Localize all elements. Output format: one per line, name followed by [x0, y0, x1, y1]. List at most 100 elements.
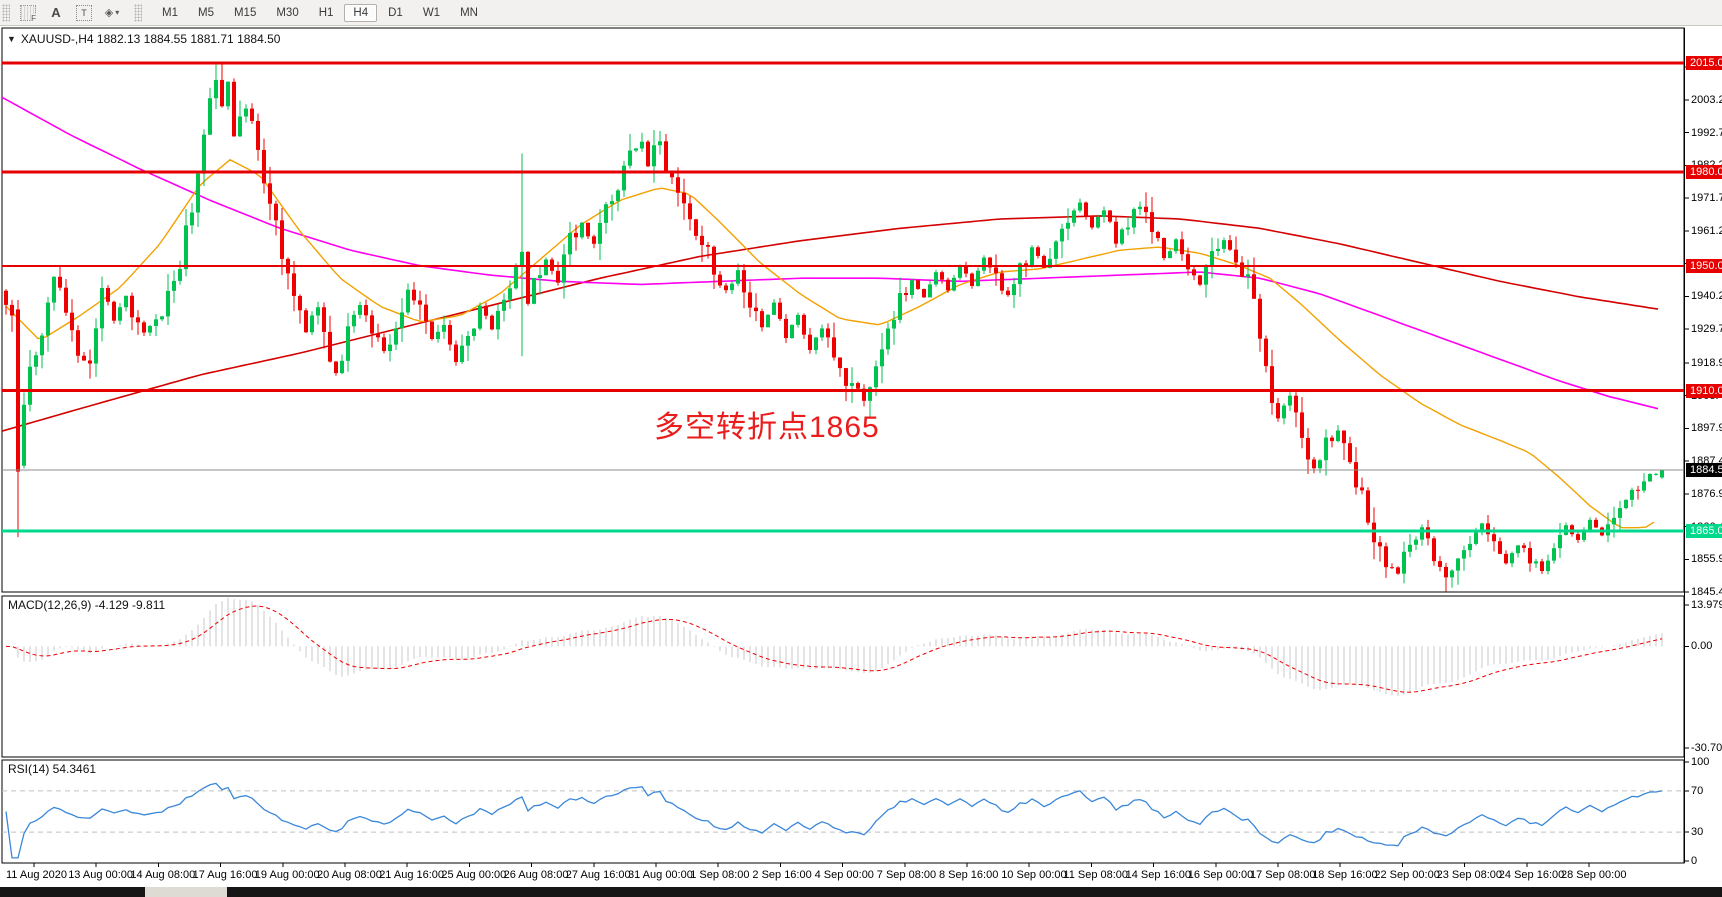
timeframe-button-h4[interactable]: H4 [344, 3, 378, 22]
candle-down [1108, 210, 1112, 222]
price-axis-tick: 1929.70 [1691, 323, 1722, 336]
candle-up [400, 312, 404, 329]
candle-down [112, 301, 116, 321]
candle-down [862, 388, 866, 401]
candle-up [766, 314, 770, 328]
time-axis-label: 18 Sep 16:00 [1312, 869, 1378, 881]
candle-up [736, 270, 740, 284]
bottom-scrollbar-track[interactable] [0, 887, 1722, 897]
candle-up [910, 280, 914, 296]
price-axis-tick: 1971.70 [1691, 192, 1722, 205]
candle-down [826, 328, 830, 338]
candle-down [802, 314, 806, 335]
moving-average-line [1, 96, 1659, 410]
candle-up [622, 165, 626, 191]
candle-up [208, 98, 212, 135]
timeframe-button-d1[interactable]: D1 [388, 6, 403, 19]
time-axis-label: 11 Sep 08:00 [1063, 869, 1129, 881]
chart-area[interactable]: ▼ XAUUSD-,H4 1882.13 1884.55 1881.71 188… [0, 26, 1722, 897]
timeframe-button-mn[interactable]: MN [460, 6, 478, 19]
candle-down [556, 270, 560, 283]
timeframe-button-m1[interactable]: M1 [162, 6, 178, 19]
candle-up [1402, 551, 1406, 574]
candle-up [1450, 570, 1454, 578]
candle-down [1432, 538, 1436, 562]
candle-up [1126, 227, 1130, 230]
timeframe-button-h1[interactable]: H1 [318, 6, 334, 19]
candle-down [748, 292, 752, 308]
time-axis-label: 8 Sep 16:00 [939, 869, 999, 881]
candle-up [196, 173, 200, 213]
candle-up [460, 345, 464, 363]
candle-up [508, 288, 512, 300]
candle-down [322, 307, 326, 332]
candle-down [490, 315, 494, 330]
candle-down [742, 270, 746, 293]
candle-up [1336, 430, 1340, 442]
candle-down [940, 272, 944, 280]
candle-up [1462, 550, 1466, 559]
text-tool-icon[interactable]: T [71, 2, 97, 24]
candle-down [922, 288, 926, 298]
candle-down [1234, 249, 1238, 263]
candle-up [394, 328, 398, 345]
candle-up [442, 324, 446, 332]
candle-up [886, 328, 890, 350]
candle-up [1552, 548, 1556, 561]
grid-f-icon[interactable]: F [15, 2, 41, 24]
price-badge-1910.00: 1910.00 [1686, 383, 1722, 398]
candle-up [532, 278, 536, 304]
candle-down [1252, 274, 1256, 299]
candle-down [832, 337, 836, 358]
price-badge-1980.00: 1980.00 [1686, 165, 1722, 180]
bottom-scrollbar-thumb[interactable] [145, 887, 227, 897]
candle-up [658, 141, 662, 146]
timeframe-button-m15[interactable]: M15 [233, 6, 257, 19]
candle-down [88, 360, 92, 364]
arrow-tool-icon[interactable]: A [51, 5, 61, 20]
candle-down [1528, 547, 1532, 564]
candle-up [94, 328, 98, 364]
candle-up [340, 360, 344, 374]
candle-up [982, 257, 986, 271]
candle-down [964, 265, 968, 274]
symbol-dropdown-icon[interactable]: ▼ [7, 34, 16, 44]
toolbar-grip-handle[interactable] [2, 3, 10, 22]
price-axis-tick: 1992.70 [1691, 126, 1722, 139]
candle-down [1186, 254, 1190, 270]
rsi-line [5, 782, 1663, 859]
price-axis-tick: 1897.90 [1691, 422, 1722, 435]
symbol-info-bar[interactable]: ▼ XAUUSD-,H4 1882.13 1884.55 1881.71 188… [7, 32, 280, 46]
candle-down [304, 310, 308, 333]
candle-up [616, 190, 620, 202]
candle-up [640, 141, 644, 149]
candle-up [958, 265, 962, 278]
timeframe-button-m5[interactable]: M5 [197, 6, 214, 19]
time-axis-label: 7 Sep 08:00 [876, 869, 937, 881]
candle-down [424, 304, 428, 322]
candle-up [472, 328, 476, 336]
candle-down [1438, 561, 1442, 567]
candle-down [1426, 527, 1430, 539]
candle-up [1168, 251, 1172, 259]
timeframe-button-w1[interactable]: W1 [422, 6, 441, 19]
candle-down [988, 257, 992, 268]
candle-up [40, 335, 44, 356]
candle-up [1546, 560, 1550, 572]
candle-down [1006, 290, 1010, 296]
chart-canvas[interactable] [0, 26, 1722, 897]
candle-down [1192, 269, 1196, 276]
timeframe-button-m30[interactable]: M30 [276, 6, 299, 19]
candle-down [682, 192, 686, 204]
candle-down [412, 289, 416, 301]
candle-down [1180, 239, 1184, 255]
candle-up [1468, 543, 1472, 551]
candle-up [1516, 545, 1520, 554]
objects-tool-icon[interactable]: ◈ ▾ [104, 7, 120, 19]
candle-up [1054, 241, 1058, 259]
dropdown-caret-icon[interactable]: ▾ [115, 8, 120, 17]
time-axis-label: 17 Sep 08:00 [1250, 869, 1316, 881]
candle-down [838, 357, 842, 369]
candle-up [1204, 266, 1208, 285]
timeframe-grip-handle[interactable] [134, 3, 142, 22]
